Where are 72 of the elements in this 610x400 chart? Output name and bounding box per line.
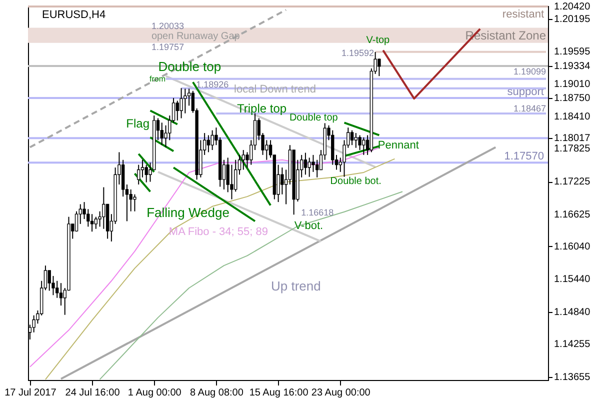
candlestick (48, 270, 51, 292)
candlestick (74, 210, 78, 232)
candlestick (362, 136, 366, 156)
y-tick-label: 1.15440 (554, 274, 591, 286)
x-tick-label: 23 Aug 00:00 (311, 388, 371, 398)
ref-line-label: support (507, 86, 544, 98)
annotation: Double top (158, 59, 222, 74)
candlestick (102, 186, 106, 230)
annotation: Triple top (236, 101, 287, 116)
annotation: V-top (366, 34, 390, 46)
candlestick (358, 134, 362, 151)
candlestick (56, 280, 59, 298)
x-tick-label: 1 Aug 00:00 (128, 388, 182, 398)
y-tick-label: 1.18750 (554, 92, 591, 104)
candlestick (350, 130, 354, 146)
annotation: Double bot. (330, 176, 382, 187)
annotation: 1.18467 (514, 103, 546, 114)
y-tick-label: 1.18410 (554, 112, 591, 123)
candlestick (144, 164, 148, 183)
annotation: V-bot. (294, 220, 324, 232)
y-tick-label: 1.19334 (554, 61, 591, 72)
candlestick (90, 214, 94, 232)
candlestick (354, 132, 358, 148)
annotation: Flag (126, 116, 150, 130)
annotation: Double top (289, 112, 338, 124)
candlestick (133, 194, 136, 212)
x-tick-label: 8 Aug 08:00 (190, 388, 244, 398)
annotation: 1.16618 (301, 208, 334, 218)
ref-line-label: resistant (502, 8, 544, 21)
annotation: Up trend (270, 278, 321, 294)
y-tick-label: 1.14840 (554, 307, 591, 318)
annotation: 1.20033 (151, 20, 184, 31)
y-tick-label: 1.16040 (554, 241, 591, 252)
y-tick-label: 1.20195 (554, 14, 591, 25)
annotation: 1.19099 (514, 66, 546, 77)
candlestick (137, 164, 140, 186)
y-tick-label: 1.14255 (554, 339, 591, 350)
candlestick (94, 216, 98, 230)
x-tick-label: 15 Aug 16:00 (249, 388, 309, 398)
candlestick (160, 122, 164, 146)
ref-line-label: 1.17570 (504, 150, 544, 163)
annotation: open Runaway Gap (151, 30, 240, 42)
candlestick (59, 282, 63, 306)
y-tick-label: 1.18017 (554, 133, 591, 144)
annotation: from (149, 74, 166, 84)
annotation: Pennant (378, 139, 419, 152)
candlestick (180, 88, 183, 119)
y-tick-label: 1.17825 (554, 144, 591, 155)
candlestick (242, 150, 245, 170)
candlestick (304, 152, 308, 176)
line-series (44, 158, 396, 380)
annotation: 1.18926 (196, 79, 229, 90)
candlestick (140, 159, 144, 178)
y-tick-label: 1.19595 (554, 46, 591, 58)
x-tick-label: 17 Jul 2017 (4, 388, 57, 398)
annotation: MA Fibo - 34; 55; 89 (168, 226, 268, 238)
candlestick (176, 100, 179, 121)
y-tick-label: 1.16625 (554, 209, 591, 220)
y-tick-label: 1.19010 (554, 78, 591, 90)
candlestick (308, 157, 311, 178)
line-series (99, 191, 403, 380)
y-tick-label: 1.13655 (554, 372, 591, 383)
candlestick (234, 159, 238, 192)
x-tick-label: 24 Jul 16:00 (65, 388, 120, 398)
y-tick-label: 1.17225 (554, 176, 591, 188)
chart-title: EURUSD,H4 (42, 9, 106, 21)
annotation: 1.19592 (341, 48, 374, 58)
annotation: 1.19757 (151, 42, 184, 52)
candlestick (378, 58, 381, 77)
y-tick-label: 1.20420 (554, 2, 591, 13)
candlestick (210, 130, 214, 151)
candlestick (206, 134, 210, 153)
